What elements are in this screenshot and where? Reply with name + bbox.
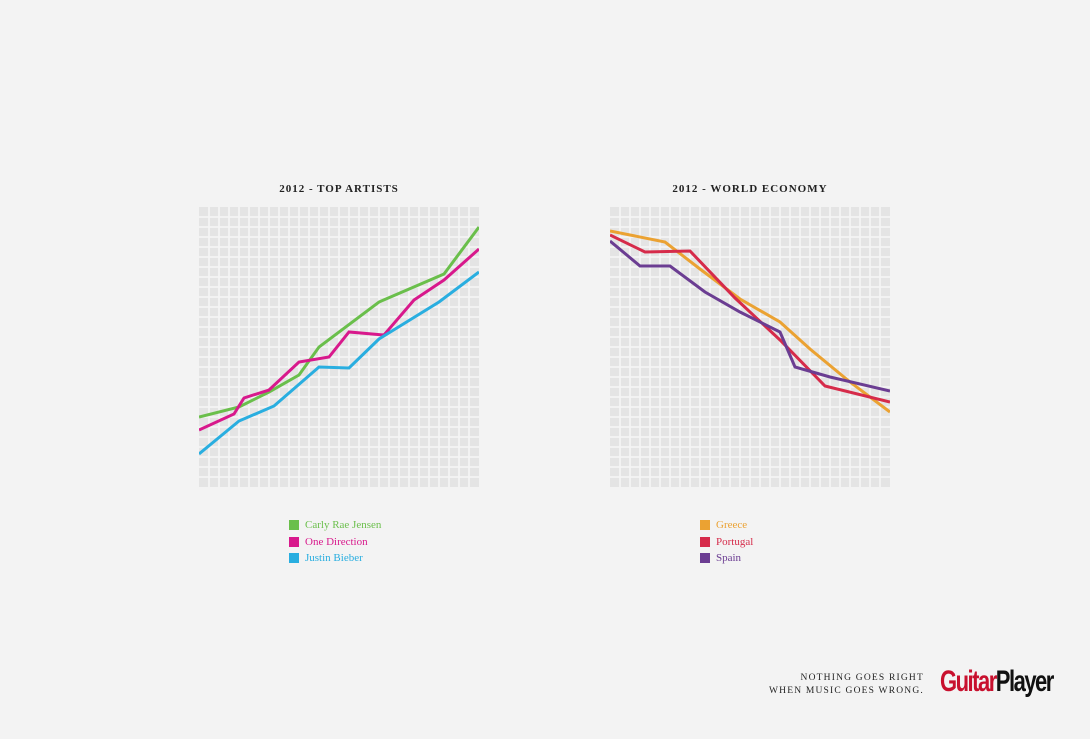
grid-line bbox=[408, 207, 410, 487]
grid-line bbox=[610, 356, 890, 358]
grid-line bbox=[610, 456, 890, 458]
grid-line bbox=[199, 416, 479, 418]
grid-line bbox=[378, 207, 380, 487]
grid-line bbox=[199, 356, 479, 358]
logo-part: Player bbox=[995, 664, 1055, 698]
chart-top-artists: 2012 - TOP ARTISTS Carly Rae Jensen One … bbox=[199, 180, 479, 567]
legend-item-spain: Spain bbox=[700, 550, 890, 567]
grid-line bbox=[799, 207, 801, 487]
grid-line bbox=[610, 446, 890, 448]
plot-top-artists bbox=[199, 207, 479, 487]
grid-line bbox=[428, 207, 430, 487]
legend-label: Carly Rae Jensen bbox=[305, 519, 382, 532]
legend-label: Justin Bieber bbox=[305, 552, 363, 565]
grid-line bbox=[398, 207, 400, 487]
grid-line bbox=[859, 207, 861, 487]
legend-label: Greece bbox=[716, 519, 748, 532]
grid-line bbox=[610, 346, 890, 348]
legend-label: Spain bbox=[716, 552, 742, 565]
grid-line bbox=[199, 446, 479, 448]
series-line-portugal bbox=[610, 233, 890, 404]
grid-line bbox=[869, 207, 871, 487]
legend-swatch bbox=[289, 536, 299, 547]
grid-line bbox=[610, 416, 890, 418]
tagline: NOTHING GOES RIGHT WHEN MUSIC GOES WRONG… bbox=[769, 672, 924, 698]
grid-line bbox=[358, 207, 360, 487]
legend-swatch bbox=[700, 553, 710, 564]
legend: Carly Rae Jensen One Direction Justin Bi… bbox=[289, 517, 479, 567]
guitar-player-logo: GuitarPlayer bbox=[940, 664, 1055, 699]
legend: Greece Portugal Spain bbox=[700, 517, 890, 567]
legend-label: One Direction bbox=[305, 535, 368, 548]
grid-line bbox=[779, 207, 781, 487]
grid-line bbox=[610, 386, 890, 388]
grid-line bbox=[610, 466, 890, 468]
legend-item-portugal: Portugal bbox=[700, 534, 890, 551]
grid-line bbox=[819, 207, 821, 487]
legend-swatch bbox=[700, 536, 710, 547]
grid-line bbox=[199, 426, 479, 428]
legend-label: Portugal bbox=[716, 535, 754, 548]
plot-world-economy bbox=[610, 207, 890, 487]
grid-line bbox=[199, 476, 479, 478]
legend-swatch bbox=[289, 553, 299, 564]
grid-line bbox=[199, 466, 479, 468]
grid-line bbox=[199, 456, 479, 458]
grid-line bbox=[199, 406, 479, 408]
grid-line bbox=[839, 207, 841, 487]
grid-line bbox=[879, 207, 881, 487]
grid-line bbox=[458, 207, 460, 487]
legend-item-greece: Greece bbox=[700, 517, 890, 534]
grid-line bbox=[849, 207, 851, 487]
grid-line bbox=[348, 207, 350, 487]
grid-line bbox=[199, 376, 479, 378]
grid-line bbox=[769, 207, 771, 487]
legend-swatch bbox=[700, 520, 710, 531]
grid-line bbox=[610, 376, 890, 378]
grid bbox=[199, 207, 479, 487]
grid-line bbox=[468, 207, 470, 487]
grid-line bbox=[610, 396, 890, 398]
tagline-line: NOTHING GOES RIGHT bbox=[800, 673, 924, 683]
grid-line bbox=[448, 207, 450, 487]
grid-line bbox=[199, 346, 479, 348]
chart-title: 2012 - WORLD ECONOMY bbox=[672, 183, 828, 195]
grid-line bbox=[610, 426, 890, 428]
grid bbox=[610, 207, 890, 487]
grid-line bbox=[610, 406, 890, 408]
grid-line bbox=[610, 436, 890, 438]
legend-item-one-direction: One Direction bbox=[289, 534, 479, 551]
chart-title: 2012 - TOP ARTISTS bbox=[279, 183, 399, 195]
legend-item-justin-bieber: Justin Bieber bbox=[289, 550, 479, 567]
series-line-justin-bieber bbox=[199, 270, 479, 456]
grid-line bbox=[438, 207, 440, 487]
legend-swatch bbox=[289, 520, 299, 531]
grid-line bbox=[388, 207, 390, 487]
grid-line bbox=[789, 207, 791, 487]
grid-line bbox=[610, 366, 890, 368]
grid-line bbox=[199, 396, 479, 398]
series-line-spain bbox=[610, 239, 890, 393]
chart-world-economy: 2012 - WORLD ECONOMY Greece Portugal Spa… bbox=[610, 180, 890, 567]
grid-line bbox=[199, 386, 479, 388]
logo-part: Guitar bbox=[940, 664, 997, 698]
grid-line bbox=[418, 207, 420, 487]
grid-line bbox=[199, 436, 479, 438]
grid-line bbox=[610, 476, 890, 478]
grid-line bbox=[829, 207, 831, 487]
legend-item-carly-rae-jensen: Carly Rae Jensen bbox=[289, 517, 479, 534]
series-line-greece bbox=[610, 229, 890, 414]
series-line-one-direction bbox=[199, 247, 479, 432]
tagline-line: WHEN MUSIC GOES WRONG. bbox=[768, 686, 924, 696]
grid-line bbox=[759, 207, 761, 487]
